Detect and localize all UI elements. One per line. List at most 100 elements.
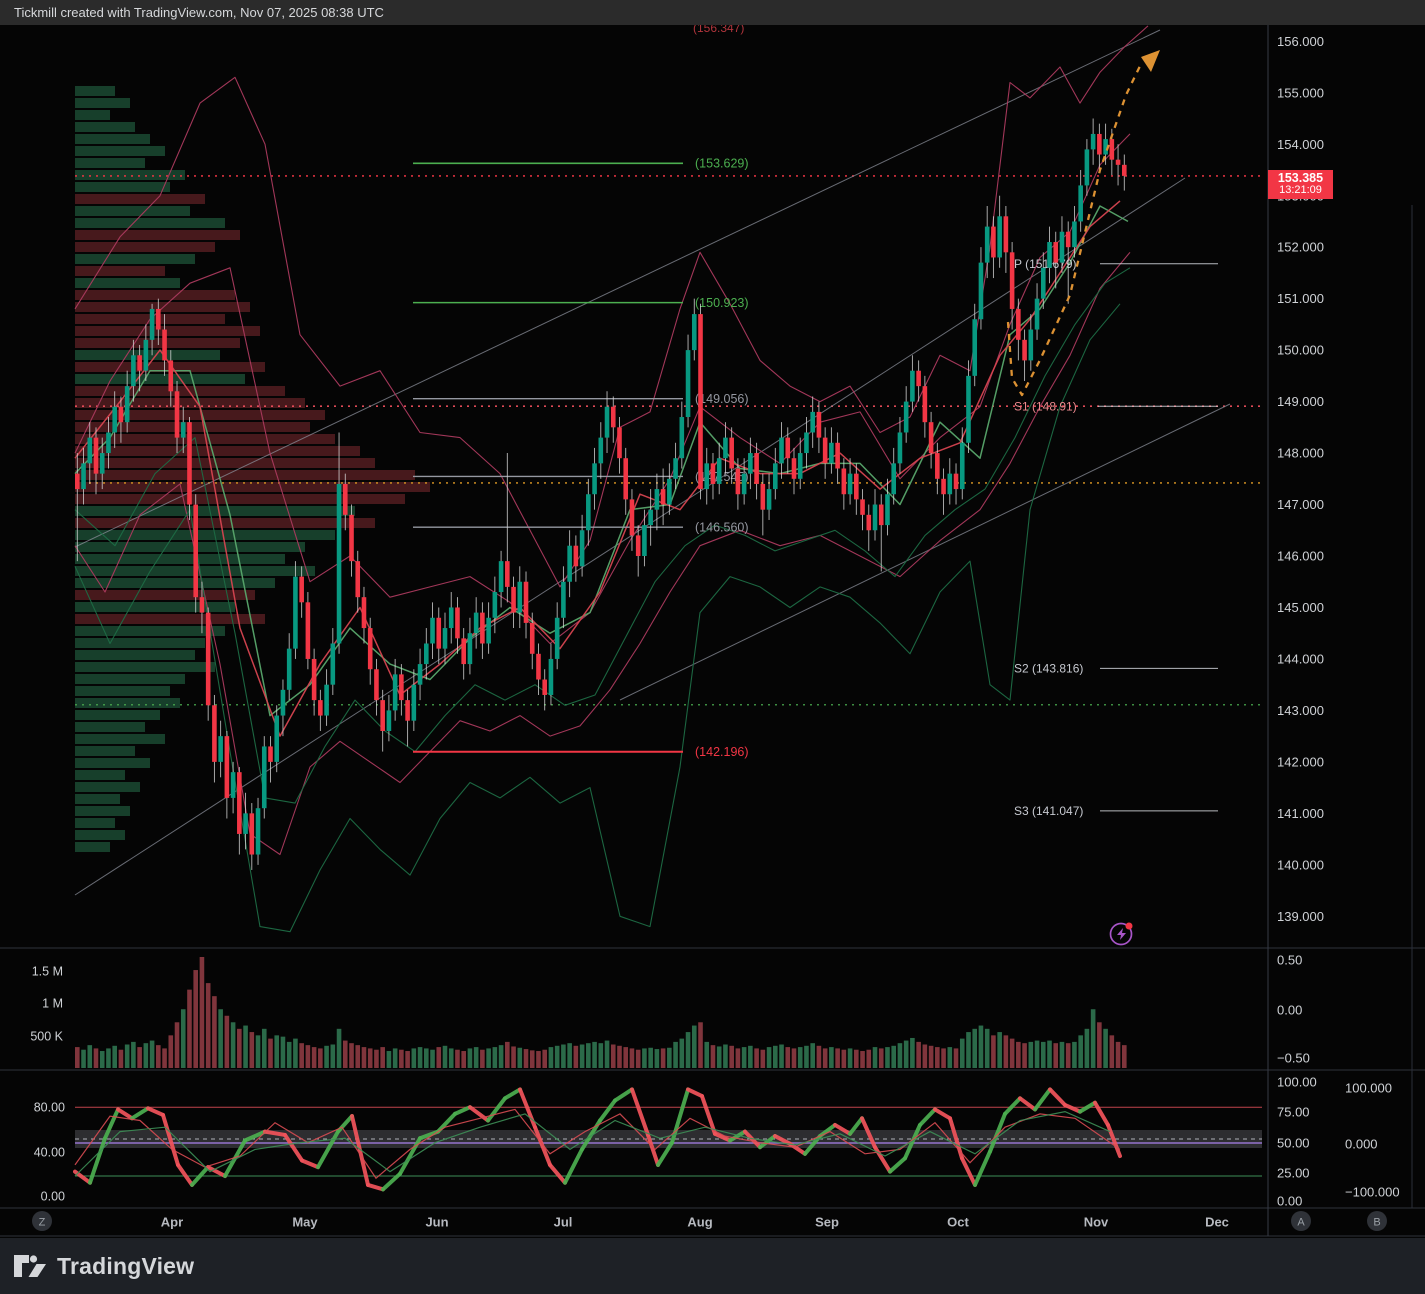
candle-body: [735, 468, 741, 495]
volume-bar: [797, 1047, 803, 1068]
trendline[interactable]: [619, 403, 1231, 701]
candle-body: [455, 607, 460, 639]
lightning-bolt-icon: [1117, 928, 1126, 940]
pivot-label: S2 (143.816): [1014, 662, 1083, 676]
candle-body: [698, 314, 703, 490]
volume-bar: [1065, 1043, 1071, 1068]
clipped-top-level-label: (156.347): [693, 21, 744, 35]
candle-body: [866, 514, 872, 531]
oscillator-segment: [563, 1147, 584, 1185]
mid-green-band-line: [74, 267, 1131, 804]
volume-bar: [336, 1028, 342, 1068]
candle-body: [517, 581, 523, 613]
volume-bar: [542, 1049, 548, 1068]
candle-body: [810, 411, 815, 433]
candle-body: [436, 617, 442, 649]
candle-body: [623, 458, 629, 500]
candle-body: [1072, 221, 1077, 248]
time-axis-month-label: May: [292, 1215, 318, 1230]
volume-profile-row: [75, 266, 165, 276]
volume-profile-row: [75, 494, 405, 504]
oscillator-right-scale-b-label: −100.000: [1345, 1185, 1400, 1200]
volume-bar: [997, 1032, 1002, 1068]
volume-profile-row: [75, 782, 140, 792]
volume-profile-row: [75, 710, 160, 720]
candle-body: [156, 308, 161, 330]
volume-bar: [872, 1047, 878, 1068]
time-axis-month-label: Aug: [687, 1215, 712, 1230]
candle-body: [243, 813, 248, 834]
candle-body: [978, 262, 984, 320]
volume-profile-row: [75, 626, 225, 636]
price-axis-label: 151.000: [1277, 291, 1324, 306]
candle-body: [486, 617, 491, 644]
candle-body: [399, 674, 404, 701]
volume-bar: [760, 1049, 766, 1068]
price-axis-label: 145.000: [1277, 600, 1324, 615]
candle-body: [897, 432, 903, 464]
volume-bar: [237, 1028, 242, 1068]
candle-body: [716, 458, 722, 484]
oscillator-segment: [918, 1107, 937, 1127]
scale-toggle-b[interactable]: B: [1367, 1211, 1387, 1231]
oscillator-segment: [161, 1112, 180, 1167]
oscillator-segment: [656, 1140, 674, 1167]
candle-body: [1003, 216, 1009, 253]
oscillator-segment: [860, 1116, 877, 1150]
volume-right-scale-label: 0.50: [1277, 953, 1302, 968]
tradingview-logo-icon[interactable]: [13, 1251, 47, 1281]
candle-body: [268, 746, 273, 762]
last-price-value: 153.385: [1277, 170, 1324, 185]
volume-bar: [816, 1045, 822, 1068]
candle-body: [610, 406, 616, 428]
candle-body: [860, 499, 865, 515]
trendline[interactable]: [74, 29, 1161, 548]
candle-body: [237, 772, 242, 834]
brand-name[interactable]: TradingView: [57, 1252, 195, 1279]
volume-bar: [648, 1047, 653, 1068]
volume-bar: [274, 1035, 280, 1068]
candle-body: [903, 401, 909, 433]
trendline[interactable]: [74, 177, 1186, 896]
volume-profile-row: [75, 122, 135, 132]
volume-bar: [698, 1022, 703, 1068]
volume-bar: [935, 1047, 940, 1068]
candle-body: [405, 700, 410, 721]
volume-bar: [586, 1043, 591, 1068]
volume-bar: [1121, 1045, 1127, 1068]
volume-bar: [355, 1045, 361, 1068]
volume-bar: [255, 1035, 261, 1068]
scale-toggle-a[interactable]: A: [1291, 1211, 1311, 1231]
candle-body: [1097, 133, 1102, 155]
volume-profile-row: [75, 206, 190, 216]
candle-body: [349, 514, 354, 562]
candle-body: [324, 684, 329, 716]
flash-alert-icon[interactable]: [1109, 922, 1133, 946]
volume-bar: [959, 1038, 965, 1068]
oscillator-segment: [613, 1087, 634, 1103]
fast-red-line: [74, 1108, 1121, 1180]
candle-body: [118, 406, 124, 423]
watermark-text: Tickmill created with TradingView.com, N…: [14, 5, 384, 20]
candle-body: [305, 602, 311, 659]
scale-toggle-circle: [1367, 1211, 1387, 1231]
volume-bar: [1009, 1038, 1015, 1068]
oscillator-segment: [190, 1165, 210, 1187]
volume-profile-row: [75, 110, 110, 120]
volume-bar: [180, 1009, 186, 1068]
volume-profile: [75, 86, 430, 852]
volume-bar: [766, 1047, 772, 1068]
candle-body: [1016, 308, 1021, 340]
volume-bar: [822, 1048, 828, 1068]
candle-body: [193, 504, 199, 598]
volume-bar: [567, 1043, 572, 1068]
candle-body: [205, 612, 211, 706]
volume-bar: [212, 996, 217, 1068]
volume-profile-row: [75, 590, 255, 600]
oscillator-segment: [1078, 1100, 1097, 1114]
volume-profile-row: [75, 218, 225, 228]
oscillator-segment: [973, 1149, 992, 1187]
volume-bar: [1053, 1043, 1059, 1068]
scale-toggle-z[interactable]: Z: [32, 1211, 52, 1231]
